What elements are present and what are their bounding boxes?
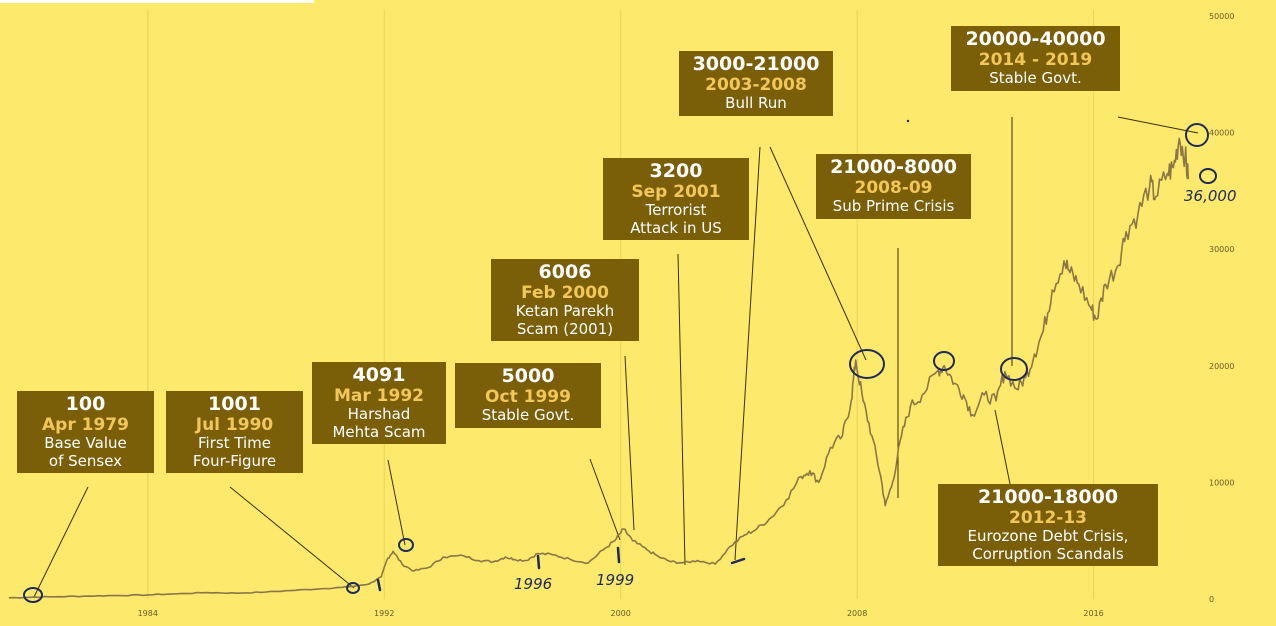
annotation-base-value: 100 Apr 1979 Base Value of Sensex (17, 391, 154, 473)
annotation-terrorist-attack: 3200 Sep 2001 Terrorist Attack in US (603, 158, 749, 240)
x-tick-label: 2008 (847, 609, 867, 618)
y-tick-label: 30000 (1209, 245, 1234, 254)
top-strip (0, 0, 314, 3)
y-tick-label: 0 (1209, 595, 1214, 604)
annotation-value: 20000-40000 (965, 28, 1106, 50)
annotation-value: 1001 (208, 393, 261, 415)
annotation-value: 21000-8000 (830, 156, 957, 178)
annotation-date: 2014 - 2019 (978, 49, 1093, 70)
annotation-sub-prime: 21000-8000 2008-09 Sub Prime Crisis (816, 154, 971, 219)
annotation-date: Feb 2000 (521, 282, 609, 303)
connector-line (769, 146, 867, 361)
annotation-text: Terrorist (645, 201, 707, 220)
annotation-value: 5000 (501, 365, 555, 387)
connector-line (589, 458, 621, 541)
connector-line (677, 253, 686, 566)
annotation-date: 2008-09 (854, 177, 933, 198)
connector-line (387, 459, 406, 546)
annotation-date: 2003-2008 (705, 74, 807, 95)
y-tick-label: 10000 (1209, 478, 1234, 487)
y-tick-label: 50000 (1209, 12, 1234, 21)
handwritten-36000: 36,000 (1184, 187, 1237, 205)
annotation-ketan-parekh: 6006 Feb 2000 Ketan Parekh Scam (2001) (491, 259, 639, 341)
annotation-date: Apr 1979 (42, 414, 129, 435)
annotation-text: First Time (197, 434, 272, 453)
hand-tick (730, 557, 746, 565)
hand-circle (1199, 168, 1217, 184)
annotation-text: Corruption Scandals (972, 544, 1124, 563)
annotation-text: Stable Govt. (989, 69, 1082, 88)
x-tick-label: 1992 (374, 609, 394, 618)
x-tick-label: 2016 (1083, 609, 1103, 618)
hand-circle (849, 349, 885, 379)
hand-circle (23, 587, 43, 603)
annotation-date: Mar 1992 (333, 385, 424, 406)
hand-circle (933, 351, 955, 371)
annotation-date: Sep 2001 (631, 181, 721, 202)
y-tick-labels: 0 10000 20000 30000 40000 50000 (1209, 12, 1234, 604)
connector-line (734, 146, 761, 561)
hand-circle (346, 582, 360, 594)
annotation-eurozone: 21000-18000 2012-13 Eurozone Debt Crisis… (938, 484, 1158, 566)
annotation-text: Sub Prime Crisis (832, 197, 955, 216)
y-tick-label: 40000 (1209, 129, 1234, 138)
annotation-text: Scam (2001) (516, 319, 614, 338)
y-tick-label: 20000 (1209, 362, 1234, 371)
annotation-bull-run: 3000-21000 2003-2008 Bull Run (679, 51, 833, 116)
annotation-value: 100 (65, 393, 106, 415)
sensex-series-line (8, 137, 1189, 599)
annotation-value: 21000-18000 (977, 486, 1119, 508)
x-tick-label: 2000 (611, 609, 631, 618)
annotation-date: 2012-13 (1008, 507, 1088, 528)
hand-dot (906, 119, 910, 123)
annotation-harshad-mehta: 4091 Mar 1992 Harshad Mehta Scam (312, 362, 446, 444)
annotation-four-figure: 1001 Jul 1990 First Time Four-Figure (166, 391, 303, 473)
annotation-text: Stable Govt. (481, 406, 575, 425)
hand-circle (1000, 357, 1028, 381)
handwritten-1996: 1996 (514, 575, 553, 593)
annotation-text: Eurozone Debt Crisis, (967, 527, 1129, 546)
annotation-date: Jul 1990 (195, 414, 274, 435)
x-tick-labels: 1984 1992 2000 2008 2016 (138, 609, 1104, 618)
annotation-date: Oct 1999 (485, 386, 571, 407)
annotation-text: Attack in US (630, 218, 722, 237)
annotation-text: Base Value (44, 434, 127, 453)
connector-line (994, 409, 1011, 485)
annotation-stable-govt-2014: 20000-40000 2014 - 2019 Stable Govt. (951, 26, 1120, 91)
annotation-text: Ketan Parekh (515, 302, 615, 321)
hand-tick (376, 578, 382, 592)
annotation-text: Mehta Scam (332, 422, 426, 441)
x-tick-label: 1984 (138, 609, 158, 618)
handwritten-1999: 1999 (596, 571, 635, 589)
connector-line (1117, 116, 1199, 134)
hand-circle (398, 538, 414, 552)
hand-tick (536, 554, 541, 570)
annotation-value: 6006 (538, 261, 592, 283)
connector-line (33, 486, 89, 598)
connector-line (229, 486, 355, 589)
annotation-value: 3000-21000 (692, 53, 820, 75)
hand-circle (1185, 123, 1209, 147)
annotation-text: Bull Run (725, 94, 787, 113)
annotation-value: 3200 (649, 160, 703, 182)
annotation-connectors (33, 116, 1199, 598)
annotation-text: Four-Figure (192, 451, 277, 470)
hand-tick (616, 546, 621, 564)
annotation-value: 4091 (352, 364, 406, 386)
connector-line (624, 355, 635, 531)
annotation-text: Harshad (347, 405, 411, 424)
annotation-text: of Sensex (48, 451, 123, 470)
annotation-stable-govt-1999: 5000 Oct 1999 Stable Govt. (455, 363, 601, 428)
